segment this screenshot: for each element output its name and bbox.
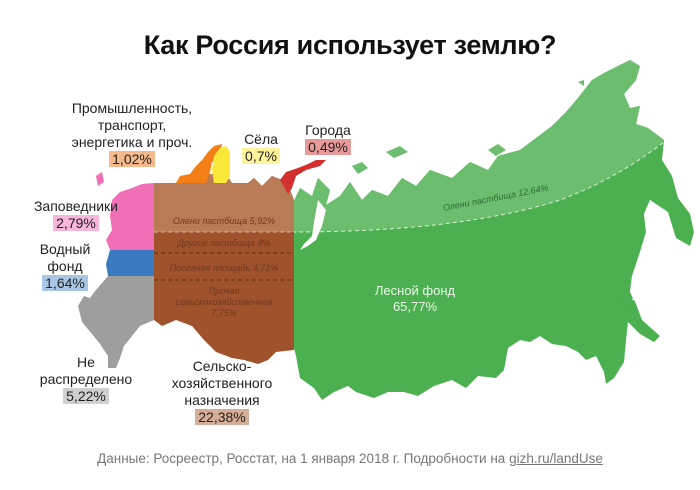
forest-fund-region: [292, 60, 694, 400]
agricultural-region: [154, 174, 294, 364]
cities-value: 0,49%: [305, 139, 351, 155]
agri-other-line: 7,75%: [211, 308, 237, 318]
agri-other-label: Прочая сельскохозяйственная 7,75%: [154, 286, 294, 319]
agri-reindeer-label: Олени пастбища 5,92%: [172, 216, 276, 226]
cities-region: [280, 160, 326, 194]
agri-sown-area-label: Посевная площадь 4,71%: [169, 263, 279, 273]
industry-region: [176, 144, 222, 183]
unallocated-name-line: Не: [77, 354, 95, 370]
industry-name-line: Промышленность,: [71, 100, 193, 116]
industry-value: 1,02%: [109, 151, 155, 167]
source-text: Данные: Росреестр, Росстат, на 1 января …: [97, 451, 510, 466]
source-footer: Данные: Росреестр, Росстат, на 1 января …: [0, 451, 700, 466]
chart-title: Как Россия использует землю?: [143, 30, 557, 60]
unallocated-label: Не распределено 5,22%: [36, 354, 136, 405]
reserves-name: Заповедники: [33, 198, 119, 214]
unallocated-region: [78, 276, 154, 368]
agricultural-name-line: Сельско-: [192, 358, 252, 374]
industry-name-line: энергетика и проч.: [71, 134, 193, 150]
cities-label: Города 0,49%: [298, 122, 358, 156]
villages-name: Сёла: [244, 131, 278, 147]
cities-name: Города: [305, 122, 351, 138]
water-value: 1,64%: [42, 275, 88, 291]
water-fund-region: [106, 250, 154, 276]
water-name-line: фонд: [47, 258, 83, 274]
villages-value: 0,7%: [242, 148, 280, 164]
unallocated-value: 5,22%: [63, 388, 109, 404]
agri-other-pasture-label: Другие пастбища 4%: [177, 238, 271, 248]
agri-other-line: сельскохозяйственная: [175, 297, 273, 307]
agricultural-name-line: хозяйственного: [171, 375, 273, 391]
details-link[interactable]: gizh.ru/landUse: [509, 451, 603, 466]
agri-other-line: Прочая: [208, 286, 240, 296]
agricultural-label: Сельско- хозяйственного назначения 22,38…: [162, 358, 282, 426]
reserves-value: 2,79%: [53, 215, 99, 231]
forest-label: Лесной фонд 65,77%: [355, 283, 475, 315]
water-name-line: Водный: [39, 241, 91, 257]
villages-region: [212, 146, 230, 183]
forest-value: 65,77%: [392, 299, 438, 314]
reserves-region: [106, 183, 154, 250]
industry-label: Промышленность, транспорт, энергетика и …: [62, 100, 202, 168]
villages-label: Сёла 0,7%: [236, 131, 286, 165]
reserves-label: Заповедники 2,79%: [26, 198, 126, 232]
agricultural-value: 22,38%: [195, 409, 249, 425]
water-fund-label: Водный фонд 1,64%: [30, 241, 100, 292]
agricultural-name-line: назначения: [184, 392, 260, 408]
unallocated-name-line: распределено: [39, 371, 133, 387]
reserves-island: [96, 172, 104, 186]
forest-name: Лесной фонд: [374, 283, 456, 298]
industry-name-line: транспорт,: [97, 117, 167, 133]
